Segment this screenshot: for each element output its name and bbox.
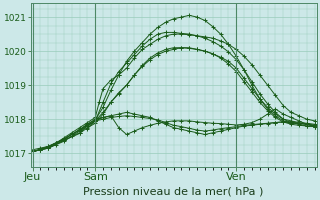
X-axis label: Pression niveau de la mer( hPa ): Pression niveau de la mer( hPa ) <box>84 187 264 197</box>
